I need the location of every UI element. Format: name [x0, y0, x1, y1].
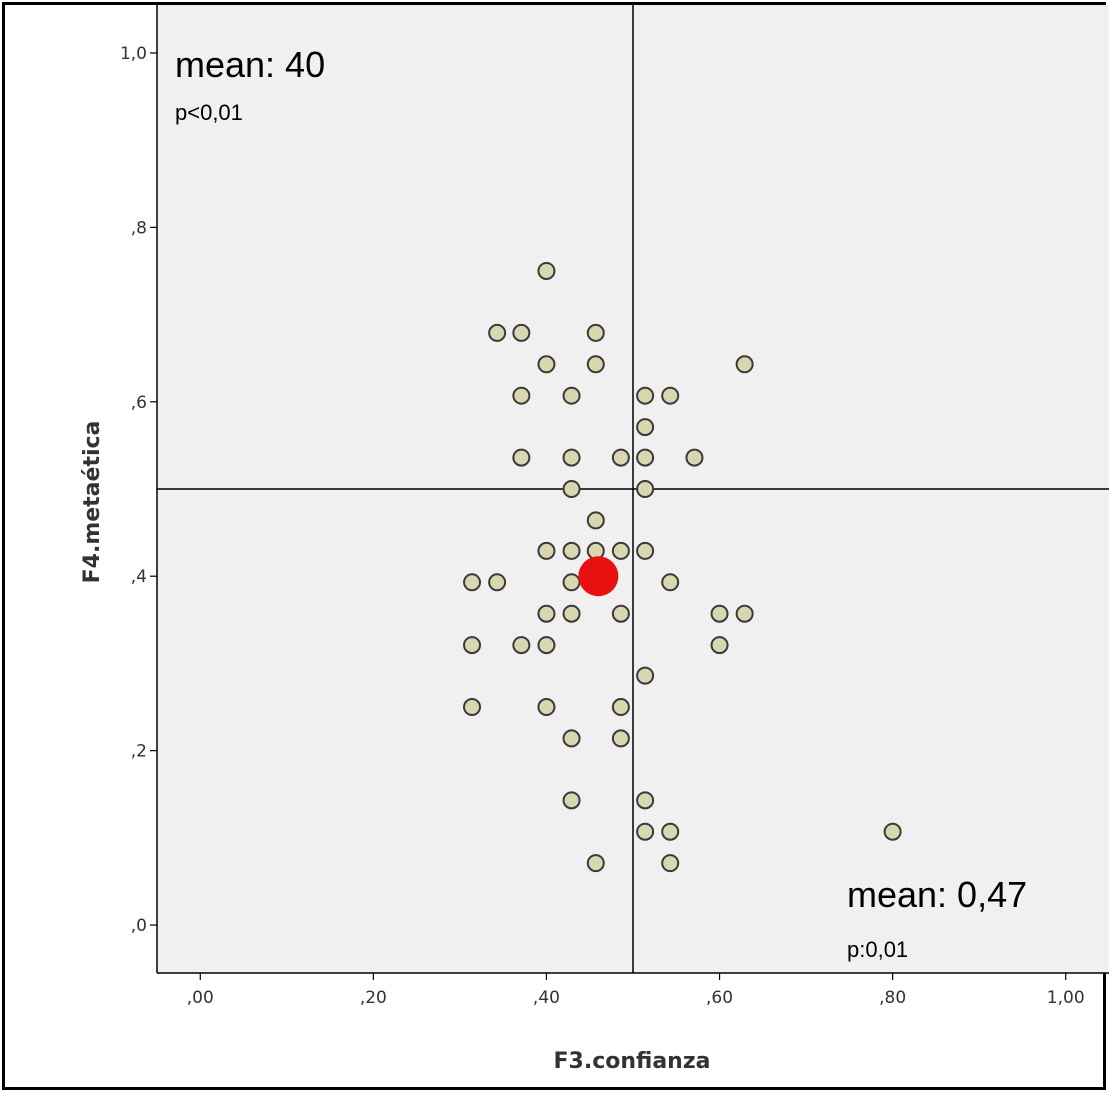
y-axis-title: F4.metaética	[80, 421, 105, 584]
y-tick-label: ,8	[131, 218, 147, 238]
data-point	[463, 636, 482, 655]
data-point	[488, 323, 507, 342]
data-point	[586, 854, 605, 873]
data-point	[636, 480, 655, 498]
data-point	[463, 698, 482, 717]
x-tick-label: ,60	[706, 988, 733, 1008]
data-point	[661, 386, 680, 405]
data-point	[512, 386, 531, 405]
x-tick-label: ,20	[360, 988, 387, 1008]
data-point	[562, 448, 581, 467]
data-point	[586, 511, 605, 530]
data-point	[611, 729, 630, 748]
data-point	[562, 573, 581, 592]
data-point	[611, 604, 630, 623]
data-points	[463, 261, 902, 873]
x-tick-label: ,00	[187, 988, 214, 1008]
data-point	[562, 480, 581, 498]
data-point	[537, 261, 556, 280]
data-point	[611, 698, 630, 717]
axes: ,00 ,20 ,40 ,60 ,80 1,00 ,0 ,2 ,4 ,6 ,8 1,0	[120, 5, 1109, 1008]
data-point	[562, 604, 581, 623]
data-point	[636, 822, 655, 841]
data-point	[883, 822, 902, 841]
y-tick-label: ,2	[131, 742, 147, 762]
data-point	[537, 636, 556, 655]
data-point	[562, 541, 581, 560]
y-tick-label: ,6	[131, 393, 147, 413]
data-point	[488, 573, 507, 592]
x-tick-label: 1,00	[1047, 988, 1085, 1008]
data-point	[537, 541, 556, 560]
data-point	[710, 604, 729, 623]
data-point	[562, 729, 581, 748]
data-point	[611, 541, 630, 560]
data-point	[512, 636, 531, 655]
data-point	[685, 448, 704, 467]
data-point	[586, 323, 605, 342]
data-point	[661, 573, 680, 592]
data-point	[636, 666, 655, 685]
data-point	[562, 386, 581, 405]
annotation-p-top-left: p<0,01	[175, 100, 243, 125]
data-point	[636, 541, 655, 560]
y-tick-label: 1,0	[120, 44, 147, 64]
y-tick-label: ,4	[131, 567, 147, 587]
data-point	[735, 355, 754, 374]
x-axis-title: F3.confianza	[554, 1049, 711, 1074]
data-point	[463, 573, 482, 592]
annotation-mean-top-left: mean: 40	[175, 44, 325, 85]
data-point	[512, 448, 531, 467]
scatter-chart: ,00 ,20 ,40 ,60 ,80 1,00 ,0 ,2 ,4 ,6 ,8 1,0 mean: 4…	[80, 5, 1109, 1074]
data-point	[537, 604, 556, 623]
reference-lines	[157, 5, 1109, 973]
data-point	[537, 355, 556, 374]
annotation-mean-bottom-right: mean: 0,47	[847, 874, 1027, 915]
data-point	[661, 854, 680, 873]
data-point	[636, 448, 655, 467]
data-point	[636, 386, 655, 405]
data-point	[735, 604, 754, 623]
x-tick-label: ,40	[533, 988, 560, 1008]
data-point	[562, 791, 581, 810]
data-point	[611, 448, 630, 467]
y-tick-label: ,0	[131, 916, 147, 936]
data-point	[512, 323, 531, 342]
data-point	[537, 698, 556, 717]
annotation-p-bottom-right: p:0,01	[847, 937, 908, 962]
data-point	[636, 791, 655, 810]
data-point	[586, 355, 605, 374]
data-point	[661, 822, 680, 841]
x-tick-label: ,80	[879, 988, 906, 1008]
data-point	[636, 418, 655, 437]
mean-point	[578, 556, 619, 597]
data-point	[710, 636, 729, 655]
